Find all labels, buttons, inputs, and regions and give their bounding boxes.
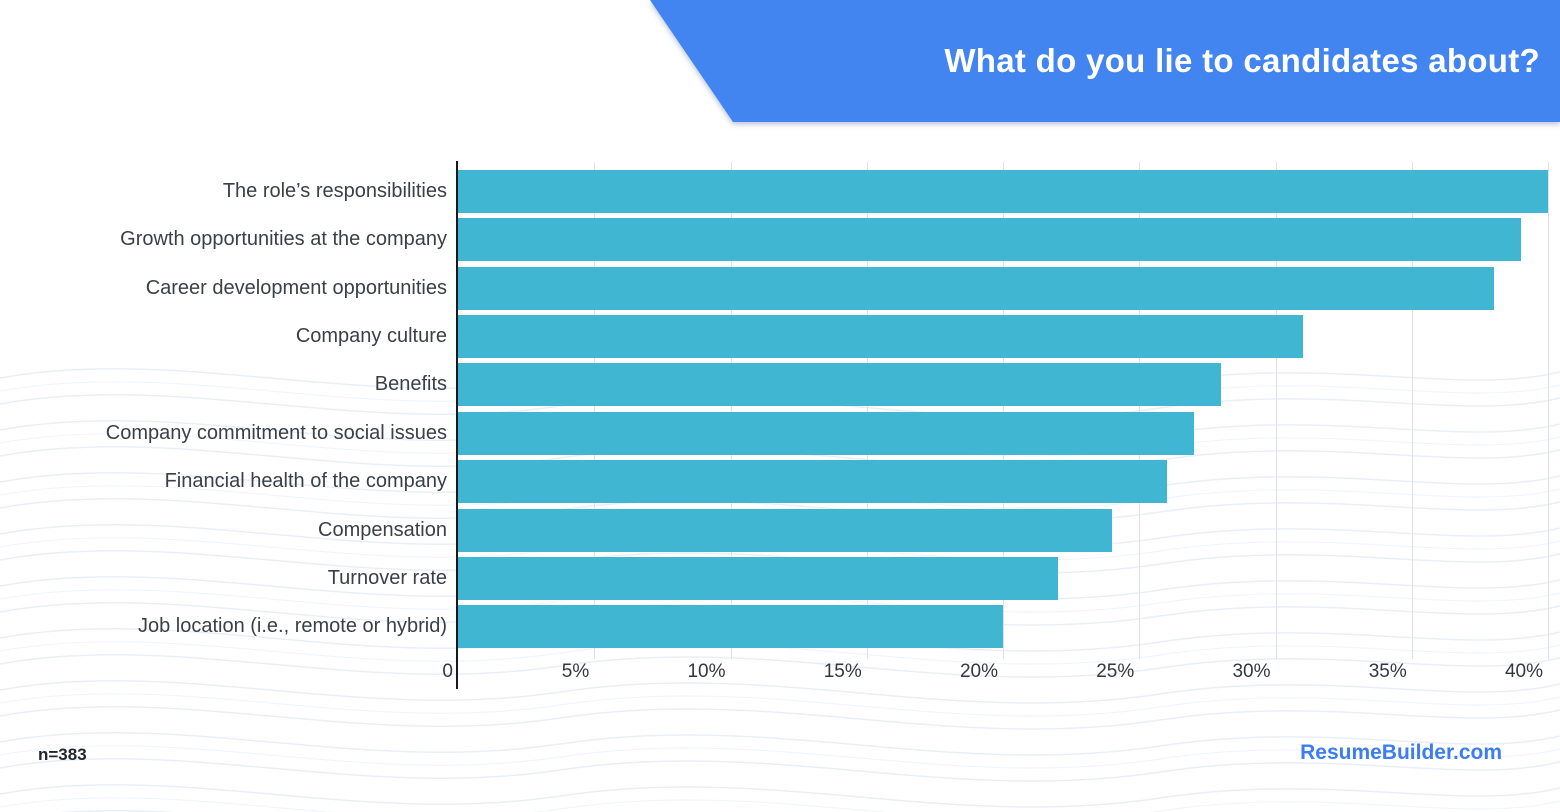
chart-title: What do you lie to candidates about? [944, 42, 1540, 79]
y-axis-line [456, 161, 458, 689]
chart-row: Compensation [318, 506, 1548, 554]
category-label: Growth opportunities at the company [120, 228, 447, 251]
chart-row: Turnover rate [328, 554, 1548, 602]
gridline [1003, 162, 1004, 659]
bar [458, 363, 1221, 407]
bar [458, 411, 1194, 455]
category-label: Financial health of the company [164, 470, 447, 493]
bar [458, 460, 1167, 504]
chart-row: Financial health of the company [165, 457, 1548, 505]
gridline [730, 162, 732, 659]
x-tick-label: 15% [823, 661, 862, 682]
chart-row: Job location (i.e., remote or hybrid) [138, 603, 1548, 651]
gridline [594, 162, 596, 659]
category-label: Job location (i.e., remote or hybrid) [137, 615, 447, 638]
gridline [1411, 162, 1413, 659]
x-tick-label: 30% [1232, 661, 1271, 682]
category-label: Career development opportunities [145, 276, 447, 299]
bar-rows: The role’s responsibilities Growth opport… [106, 167, 1548, 651]
brand-logo[interactable]: ResumeBuilder.com [1300, 741, 1502, 764]
category-label: The role’s responsibilities [222, 179, 447, 202]
x-tick-label: 40% [1504, 661, 1543, 682]
title-banner-shape: What do you lie to candidates about? [650, 0, 1560, 122]
bar [458, 605, 1003, 649]
gridline [1548, 162, 1549, 659]
chart-row: Growth opportunities at the company [120, 215, 1548, 263]
x-tick-label: 10% [687, 661, 726, 682]
category-label: Benefits [374, 373, 447, 396]
chart-row: Company culture [296, 312, 1548, 360]
title-banner: What do you lie to candidates about? [650, 0, 1560, 122]
bar [458, 218, 1521, 262]
bar [458, 169, 1548, 213]
chart-row: Benefits [375, 361, 1548, 409]
bar-chart: The role’s responsibilities Growth opport… [106, 161, 1549, 689]
x-tick-label: 20% [959, 661, 998, 682]
category-label: Company culture [295, 324, 447, 347]
gridline [1139, 162, 1141, 659]
x-axis-ticks: 0 5% 10% 15% 20% 25% 30% 35% 40% [442, 661, 1548, 687]
category-label: Company commitment to social issues [105, 421, 447, 444]
x-tick-label: 0 [442, 661, 453, 682]
gridline [1275, 162, 1277, 659]
x-tick-label: 35% [1368, 661, 1407, 682]
sample-size: n=383 [38, 745, 87, 764]
x-tick-label: 5% [561, 661, 590, 682]
category-label: Turnover rate [327, 566, 447, 589]
bar [458, 508, 1112, 552]
category-label: Compensation [318, 518, 447, 541]
bar [458, 314, 1303, 358]
chart-row: Company commitment to social issues [106, 409, 1548, 457]
chart-row: The role’s responsibilities [223, 167, 1548, 215]
chart-row: Career development opportunities [146, 264, 1548, 312]
bar [458, 266, 1494, 310]
gridline [866, 162, 868, 659]
x-tick-label: 25% [1096, 661, 1135, 682]
bar [458, 556, 1058, 600]
